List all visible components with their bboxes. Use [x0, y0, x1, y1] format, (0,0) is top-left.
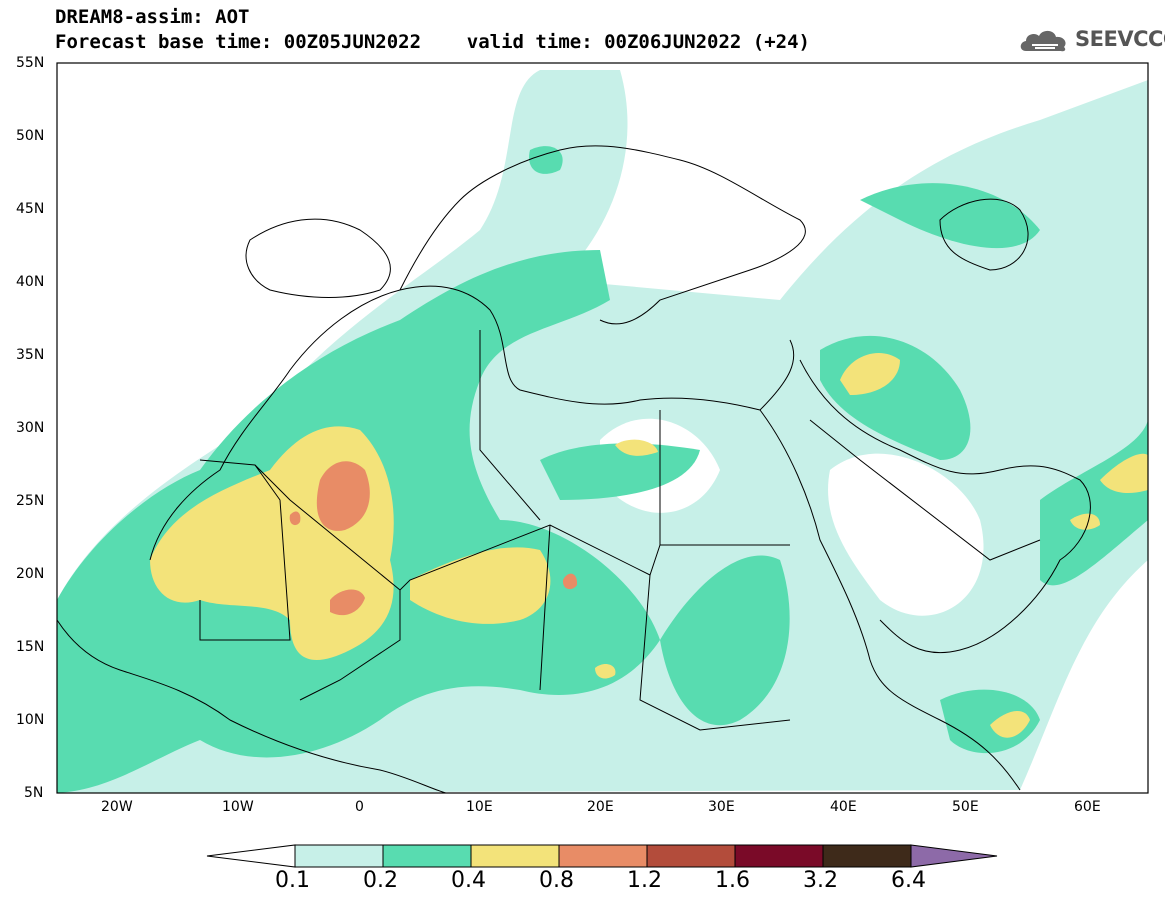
colorbar-label-1.6: 1.6: [715, 868, 750, 893]
colorbar-label-0.2: 0.2: [363, 868, 398, 893]
aot-band-0.2: [940, 689, 1040, 754]
aot-band-0.4: [1070, 513, 1100, 530]
aot-band-0.4: [615, 439, 658, 456]
lat-label-40n: 40N: [16, 274, 45, 290]
border: [299, 524, 791, 731]
aot-band-0.8: [316, 461, 370, 531]
aot-band-0.2: [529, 146, 563, 174]
coastline: [939, 198, 1029, 271]
colorbar-label-3.2: 3.2: [803, 868, 838, 893]
lon-label-20w: 20W: [101, 799, 133, 815]
seevccc-logo: SEEVCCC: [1018, 25, 1165, 55]
colorbar-label-0.4: 0.4: [451, 868, 486, 893]
lat-label-15n: 15N: [16, 639, 45, 655]
aot-band-0.8: [562, 573, 578, 590]
aot-band-0.4: [1100, 453, 1148, 493]
lat-label-50n: 50N: [16, 128, 45, 144]
lat-label-30n: 30N: [16, 420, 45, 436]
lat-label-35n: 35N: [16, 347, 45, 363]
colorbar-segment-under: [206, 844, 296, 868]
colorbar-segment-1: [294, 844, 384, 868]
cloud-icon: [1020, 30, 1066, 52]
lon-label-60e: 60E: [1074, 799, 1101, 815]
colorbar-segment-7: [822, 844, 912, 868]
lon-label-50e: 50E: [952, 799, 979, 815]
colorbar-label-0.1: 0.1: [275, 868, 310, 893]
logo-text: SEEVCCC: [1075, 27, 1165, 51]
aot-band-0.8: [330, 589, 365, 616]
lat-label-10n: 10N: [16, 712, 45, 728]
lon-label-40e: 40E: [830, 799, 857, 815]
lat-label-5n: 5N: [24, 785, 44, 801]
coastline: [399, 145, 806, 325]
coastline: [245, 218, 391, 298]
aot-band-0.4: [990, 710, 1030, 738]
colorbar-segment-over: [910, 844, 998, 868]
coastline: [57, 619, 460, 793]
colorbar-segment-4: [558, 844, 648, 868]
lat-label-55n: 55N: [16, 55, 45, 71]
aot-band-0.8: [289, 511, 301, 526]
colorbar-segment-2: [382, 844, 472, 868]
aot-contours: [57, 70, 1148, 793]
colorbar-label-6.4: 6.4: [891, 868, 926, 893]
aot-band-0.4: [840, 352, 900, 395]
lat-label-25n: 25N: [16, 493, 45, 509]
colorbar-label-1.2: 1.2: [627, 868, 662, 893]
map-title: DREAM8-assim: AOT: [55, 6, 250, 28]
lat-label-45n: 45N: [16, 201, 45, 217]
aot-band-0.4: [595, 664, 616, 679]
lat-label-20n: 20N: [16, 566, 45, 582]
colorbar-label-0.8: 0.8: [539, 868, 574, 893]
colorbar-segment-6: [734, 844, 824, 868]
lon-label-10e: 10E: [466, 799, 493, 815]
border: [479, 330, 1041, 561]
lon-label-20e: 20E: [587, 799, 614, 815]
aot-band-0.2: [660, 555, 790, 726]
lon-label-0: 0: [355, 799, 364, 815]
colorbar-segment-5: [646, 844, 736, 868]
coastline: [759, 409, 1021, 791]
coastline: [799, 359, 1091, 654]
lon-label-10w: 10W: [222, 799, 254, 815]
coastlines: [57, 145, 1091, 793]
map-frame: [56, 62, 1149, 794]
map-subtitle-times: Forecast base time: 00Z05JUN2022 valid t…: [55, 31, 810, 53]
lon-label-30e: 30E: [708, 799, 735, 815]
colorbar-segment-3: [470, 844, 560, 868]
coastline: [149, 285, 795, 561]
colorbar: [206, 844, 998, 868]
border: [199, 459, 790, 591]
border: [199, 464, 291, 641]
aot-band-0.1: [828, 453, 984, 616]
aot-band-0.2: [1040, 420, 1148, 586]
